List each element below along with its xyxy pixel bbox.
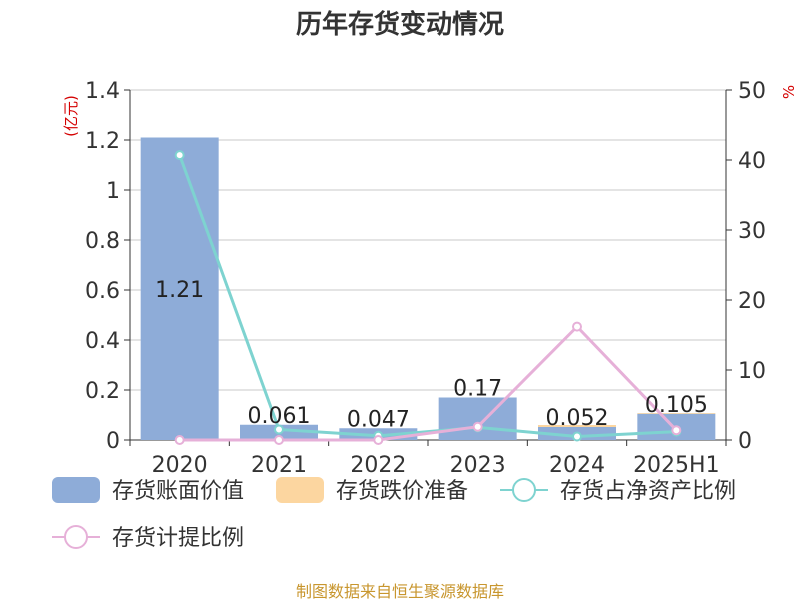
left-axis-unit: (亿元) (62, 95, 80, 137)
line-point (572, 321, 582, 332)
bar-book-value (140, 137, 219, 440)
x-axis-tick-label: 2023 (450, 453, 506, 478)
line-series (179, 324, 678, 442)
left-axis-tick-label: 0 (106, 429, 120, 454)
legend-swatch (276, 477, 324, 503)
x-axis-tick-label: 2021 (251, 453, 307, 478)
legend-marker (64, 525, 88, 549)
line-point (572, 431, 582, 442)
bar-data-label: 0.105 (645, 393, 708, 418)
left-axis-tick-label: 1.4 (85, 79, 120, 104)
right-axis-tick-label: 0 (738, 429, 752, 454)
x-axis-tick-label: 2024 (549, 453, 605, 478)
line-series (178, 154, 677, 439)
right-axis-unit: % (780, 85, 798, 99)
line-point (174, 435, 185, 445)
legend-swatch (52, 477, 100, 503)
right-axis-tick-label: 20 (738, 289, 766, 314)
x-axis-tick-label: 2022 (350, 453, 406, 478)
legend-label: 存货账面价值 (112, 479, 244, 504)
line-point (373, 435, 384, 445)
left-axis-tick-label: 0.4 (85, 329, 120, 354)
legend-label: 存货计提比例 (112, 526, 244, 551)
chart-title: 历年存货变动情况 (295, 10, 504, 40)
bar-book-value (438, 397, 517, 440)
line-point (472, 421, 483, 432)
right-axis-tick-label: 10 (738, 359, 766, 384)
legend-label: 存货跌价准备 (336, 479, 468, 504)
left-axis-tick-label: 0.6 (85, 279, 120, 304)
legend-label: 存货占净资产比例 (560, 479, 736, 504)
line-point (274, 424, 284, 435)
bar-data-label: 1.21 (155, 278, 204, 303)
x-axis-tick-label: 2025H1 (633, 453, 720, 478)
bar-data-label: 0.052 (546, 406, 609, 431)
line-point (274, 435, 284, 445)
line-point (174, 150, 185, 161)
bar-impairment (637, 413, 716, 414)
bar-data-label: 0.047 (347, 407, 410, 432)
bar-data-label: 0.061 (248, 404, 311, 429)
left-axis-tick-label: 1.2 (85, 129, 120, 154)
data-source-note: 制图数据来自恒生聚源数据库 (295, 582, 504, 601)
right-axis-tick-label: 40 (738, 149, 766, 174)
line-point (671, 425, 682, 436)
legend-marker (512, 478, 536, 502)
right-axis-tick-label: 30 (738, 219, 766, 244)
bar-impairment (538, 425, 616, 427)
left-axis-tick-label: 0.8 (85, 229, 120, 254)
left-axis-tick-label: 0.2 (85, 379, 120, 404)
right-axis-tick-label: 50 (738, 79, 766, 104)
left-axis-tick-label: 1 (106, 179, 120, 204)
bar-data-label: 0.17 (453, 377, 502, 402)
x-axis-tick-label: 2020 (152, 453, 208, 478)
